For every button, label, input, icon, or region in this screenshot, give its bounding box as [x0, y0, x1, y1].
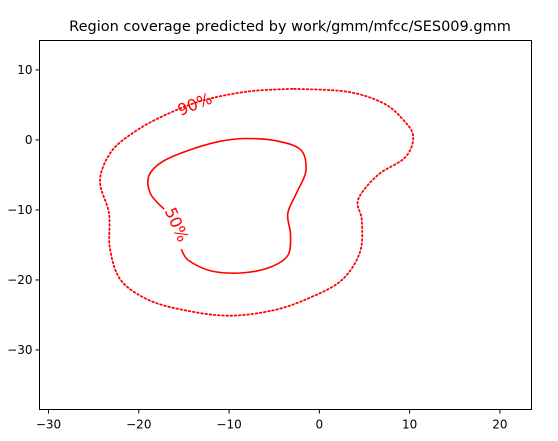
plot-area-frame [39, 40, 532, 410]
x-tick-label: −20 [126, 418, 151, 432]
contour-90-line [99, 87, 415, 317]
y-tick-label: −20 [7, 273, 32, 287]
y-tick-label: −10 [7, 203, 32, 217]
contour-50-line [147, 137, 307, 274]
x-tick-label: 10 [402, 418, 417, 432]
y-axis: 10 0 −10 −20 −30 [7, 63, 40, 357]
chart-title: Region coverage predicted by work/gmm/mf… [69, 19, 511, 35]
x-axis: −30 −20 −10 0 10 20 [36, 409, 508, 432]
contour-layer [99, 87, 415, 317]
contour-label-layer: 90% 50% [161, 89, 215, 245]
contour-label: 90% [175, 89, 215, 120]
x-tick-label: −30 [36, 418, 61, 432]
x-tick-label: 20 [492, 418, 507, 432]
y-tick-label: 0 [25, 133, 33, 147]
y-tick-label: 10 [17, 63, 32, 77]
x-tick-label: −10 [216, 418, 241, 432]
contour-label: 50% [161, 205, 193, 245]
y-tick-label: −30 [7, 343, 32, 357]
x-tick-label: 0 [316, 418, 324, 432]
